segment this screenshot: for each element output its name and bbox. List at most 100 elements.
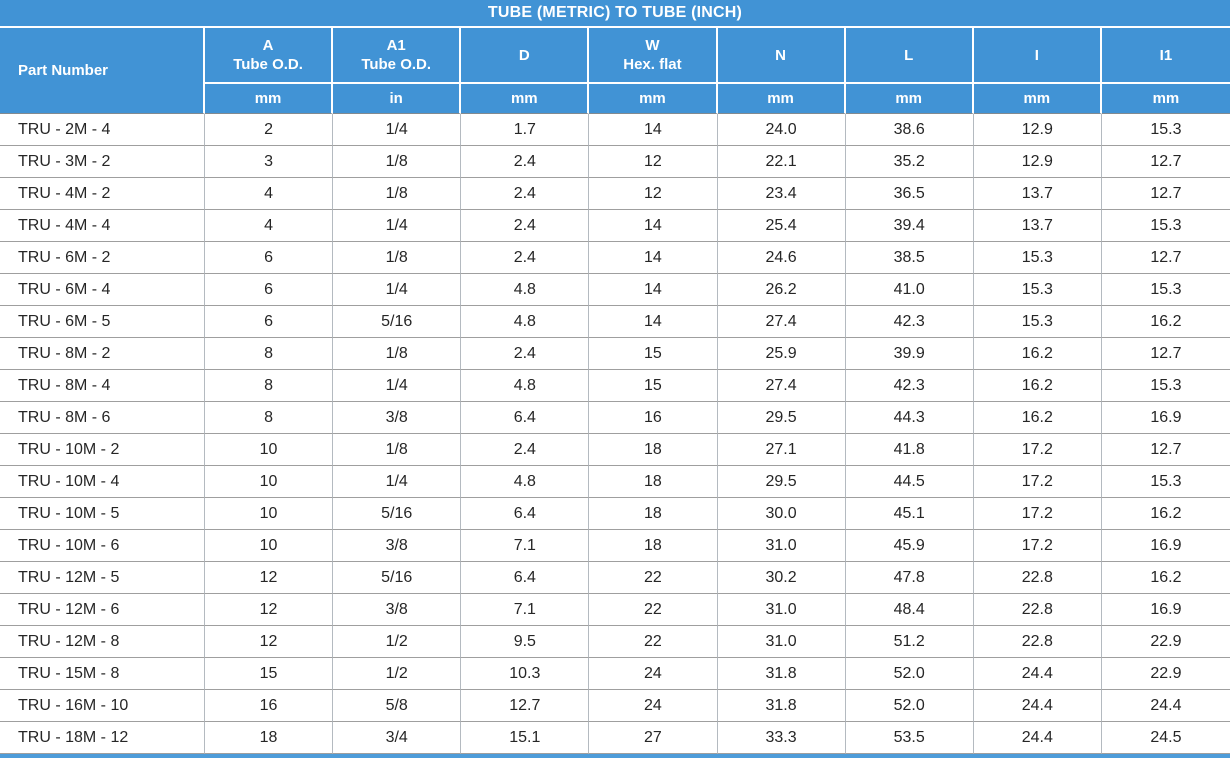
value-cell: 9.5 xyxy=(461,626,590,658)
value-cell: 3/8 xyxy=(333,594,462,626)
table-row: TRU - 6M - 2 6 1/8 2.4 14 24.6 38.5 15.3 12.7 xyxy=(0,242,1230,274)
column-header-w: W Hex. flat xyxy=(589,28,718,84)
value-cell: 18 xyxy=(205,722,334,754)
value-cell: 31.0 xyxy=(717,594,846,626)
table-row: TRU - 2M - 4 2 1/4 1.7 14 24.0 38.6 12.9 15.3 xyxy=(0,114,1230,146)
table-row: TRU - 10M - 6 10 3/8 7.1 18 31.0 45.9 17.2 16.9 xyxy=(0,530,1230,562)
value-cell: 5/16 xyxy=(333,498,462,530)
value-cell: 13.7 xyxy=(973,178,1102,210)
part-number-cell: TRU - 12M - 6 xyxy=(0,594,205,626)
value-cell: 4.8 xyxy=(461,306,590,338)
value-cell: 1/4 xyxy=(333,370,462,402)
value-cell: 33.3 xyxy=(717,722,846,754)
value-cell: 22.8 xyxy=(973,562,1102,594)
value-cell: 12.9 xyxy=(973,114,1102,146)
value-cell: 6 xyxy=(205,242,334,274)
value-cell: 16.2 xyxy=(973,370,1102,402)
value-cell: 22.9 xyxy=(1101,626,1230,658)
value-cell: 16.9 xyxy=(1101,594,1230,626)
value-cell: 8 xyxy=(205,370,334,402)
column-label: I xyxy=(1034,46,1039,64)
table-row: TRU - 6M - 4 6 1/4 4.8 14 26.2 41.0 15.3 15.3 xyxy=(0,274,1230,306)
part-number-cell: TRU - 12M - 5 xyxy=(0,562,205,594)
part-number-cell: TRU - 6M - 5 xyxy=(0,306,205,338)
value-cell: 16 xyxy=(589,402,718,434)
unit-cell-n: mm xyxy=(717,84,846,114)
part-number-cell: TRU - 6M - 4 xyxy=(0,274,205,306)
value-cell: 53.5 xyxy=(845,722,974,754)
value-cell: 14 xyxy=(589,242,718,274)
value-cell: 2.4 xyxy=(461,146,590,178)
value-cell: 36.5 xyxy=(845,178,974,210)
value-cell: 6.4 xyxy=(461,562,590,594)
value-cell: 15 xyxy=(589,370,718,402)
value-cell: 24.5 xyxy=(1101,722,1230,754)
value-cell: 8 xyxy=(205,402,334,434)
table-row: TRU - 16M - 10 16 5/8 12.7 24 31.8 52.0 24.4 24.… xyxy=(0,690,1230,722)
value-cell: 2.4 xyxy=(461,434,590,466)
table-row: TRU - 10M - 2 10 1/8 2.4 18 27.1 41.8 17.2 12.7 xyxy=(0,434,1230,466)
column-header-d: D xyxy=(461,28,590,84)
value-cell: 10 xyxy=(205,498,334,530)
value-cell: 16.2 xyxy=(973,338,1102,370)
value-cell: 14 xyxy=(589,274,718,306)
part-number-cell: TRU - 8M - 2 xyxy=(0,338,205,370)
value-cell: 4 xyxy=(205,178,334,210)
table-row: TRU - 10M - 4 10 1/4 4.8 18 29.5 44.5 17.2 15.3 xyxy=(0,466,1230,498)
value-cell: 25.4 xyxy=(717,210,846,242)
column-header-n: N xyxy=(717,28,846,84)
value-cell: 16.9 xyxy=(1101,530,1230,562)
value-cell: 45.1 xyxy=(845,498,974,530)
value-cell: 1/8 xyxy=(333,338,462,370)
table-row: TRU - 18M - 12 18 3/4 15.1 27 33.3 53.5 24.4 24.… xyxy=(0,722,1230,754)
value-cell: 44.5 xyxy=(845,466,974,498)
value-cell: 31.8 xyxy=(717,658,846,690)
value-cell: 16.2 xyxy=(973,402,1102,434)
value-cell: 1/8 xyxy=(333,242,462,274)
column-label: N xyxy=(775,46,786,64)
value-cell: 12 xyxy=(589,146,718,178)
table-body: TRU - 2M - 4 2 1/4 1.7 14 24.0 38.6 12.9 15.3 TRU… xyxy=(0,114,1230,754)
value-cell: 1/4 xyxy=(333,210,462,242)
value-cell: 6.4 xyxy=(461,498,590,530)
table-row: TRU - 15M - 8 15 1/2 10.3 24 31.8 52.0 24.4 22.9 xyxy=(0,658,1230,690)
column-header-i: I xyxy=(973,28,1102,84)
value-cell: 15.3 xyxy=(1101,466,1230,498)
value-cell: 6.4 xyxy=(461,402,590,434)
value-cell: 31.0 xyxy=(717,626,846,658)
value-cell: 15.1 xyxy=(461,722,590,754)
value-cell: 14 xyxy=(589,306,718,338)
value-cell: 44.3 xyxy=(845,402,974,434)
value-cell: 30.2 xyxy=(717,562,846,594)
value-cell: 1/2 xyxy=(333,626,462,658)
value-cell: 22.9 xyxy=(1101,658,1230,690)
table-row: TRU - 6M - 5 6 5/16 4.8 14 27.4 42.3 15.3 16.2 xyxy=(0,306,1230,338)
value-cell: 18 xyxy=(589,434,718,466)
value-cell: 3/8 xyxy=(333,402,462,434)
value-cell: 27.1 xyxy=(717,434,846,466)
value-cell: 5/16 xyxy=(333,306,462,338)
value-cell: 42.3 xyxy=(845,306,974,338)
value-cell: 31.8 xyxy=(717,690,846,722)
value-cell: 3 xyxy=(205,146,334,178)
bottom-border-bar xyxy=(0,754,1230,758)
value-cell: 17.2 xyxy=(973,434,1102,466)
value-cell: 10 xyxy=(205,530,334,562)
value-cell: 17.2 xyxy=(973,530,1102,562)
value-cell: 12.7 xyxy=(1101,434,1230,466)
part-number-cell: TRU - 10M - 5 xyxy=(0,498,205,530)
value-cell: 22.8 xyxy=(973,594,1102,626)
value-cell: 2.4 xyxy=(461,210,590,242)
column-header-i1: I1 xyxy=(1101,28,1230,84)
value-cell: 13.7 xyxy=(973,210,1102,242)
part-number-cell: TRU - 15M - 8 xyxy=(0,658,205,690)
table-row: TRU - 8M - 4 8 1/4 4.8 15 27.4 42.3 16.2 15.3 xyxy=(0,370,1230,402)
table-row: TRU - 3M - 2 3 1/8 2.4 12 22.1 35.2 12.9 12.7 xyxy=(0,146,1230,178)
table-row: TRU - 4M - 4 4 1/4 2.4 14 25.4 39.4 13.7 15.3 xyxy=(0,210,1230,242)
value-cell: 17.2 xyxy=(973,466,1102,498)
value-cell: 12.7 xyxy=(1101,338,1230,370)
value-cell: 15.3 xyxy=(1101,114,1230,146)
table-row: TRU - 12M - 5 12 5/16 6.4 22 30.2 47.8 22.8 16.2 xyxy=(0,562,1230,594)
value-cell: 15.3 xyxy=(973,274,1102,306)
part-number-cell: TRU - 8M - 6 xyxy=(0,402,205,434)
